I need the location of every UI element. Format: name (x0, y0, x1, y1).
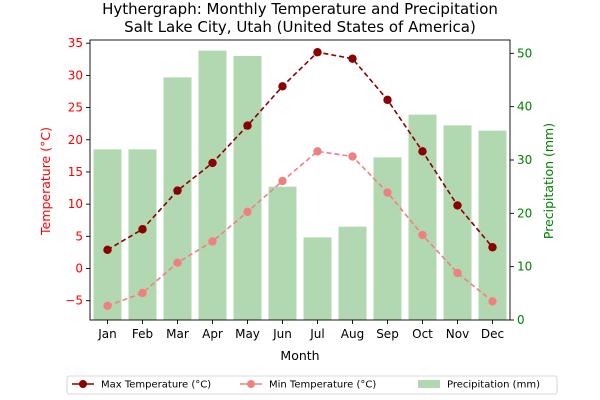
min-temperature-point (103, 301, 112, 311)
right-y-axis-label: Precipitation (mm) (541, 123, 556, 239)
left-y-tick-label: −5 (65, 294, 83, 308)
x-tick-label: Oct (412, 327, 433, 341)
precipitation-bar (408, 114, 437, 320)
chart-title-line1: Hythergraph: Monthly Temperature and Pre… (102, 0, 498, 18)
precipitation-bar (373, 157, 402, 320)
legend-bar-swatch (418, 380, 440, 388)
legend-entry-label: Max Temperature (°C) (101, 380, 211, 391)
x-tick-label: Dec (481, 327, 504, 341)
x-tick-label: Apr (202, 327, 223, 341)
chart-title-line2: Salt Lake City, Utah (United States of A… (124, 18, 476, 36)
axes: −5 0 5 10 15 20 25 30 35 0 10 20 30 40 50 Jan Feb Mar Apr M… (65, 36, 532, 341)
max-temperature-point (418, 147, 427, 156)
max-temperature-point (243, 121, 252, 130)
left-y-tick-label: 15 (68, 165, 83, 179)
max-temperature-point (383, 95, 392, 105)
max-temperature-point (103, 245, 112, 255)
left-y-tick-label: 35 (68, 36, 83, 50)
left-y-tick-label: 5 (75, 229, 83, 243)
right-y-tick-label: 20 (517, 206, 532, 220)
precipitation-bar (93, 149, 122, 320)
left-y-tick-label: 10 (68, 197, 83, 211)
min-temperature-point (138, 288, 147, 298)
temperature-lines (103, 48, 497, 311)
min-temperature-line (107, 150, 494, 307)
x-tick-label: Nov (446, 327, 469, 341)
legend-entry-label: Precipitation (mm) (447, 380, 540, 391)
left-y-tick-label: 25 (68, 101, 83, 115)
legend-marker-swatch (247, 380, 255, 388)
right-y-tick-label: 30 (517, 153, 532, 167)
precipitation-bar (303, 237, 332, 320)
max-temperature-point (488, 243, 497, 252)
right-y-tick-label: 50 (517, 46, 532, 60)
precipitation-bar (268, 186, 297, 320)
min-temperature-point (313, 147, 322, 156)
precipitation-bar (338, 226, 367, 320)
x-tick-label: Jul (309, 327, 324, 341)
max-temperature-point (453, 201, 462, 210)
max-temperature-point (138, 225, 147, 234)
min-temperature-point (208, 237, 217, 246)
legend: Max Temperature (°C) Min Temperature (°C)… (66, 375, 558, 395)
min-temperature-point (348, 152, 357, 161)
x-tick-label: Feb (132, 327, 153, 341)
x-axis-label: Month (280, 348, 319, 363)
left-y-tick-label: 0 (75, 262, 83, 276)
x-tick-label: Sep (376, 327, 399, 341)
max-temperature-point (173, 186, 182, 195)
max-temperature-point (208, 158, 217, 168)
min-temperature-point (383, 188, 392, 197)
left-y-axis-label: Temperature (°C) (38, 127, 53, 236)
legend-marker-swatch (79, 380, 87, 388)
x-tick-label: May (235, 327, 260, 341)
plot-frame (89, 39, 511, 321)
max-temperature-point (313, 48, 322, 57)
min-temperature-point (278, 176, 287, 186)
min-temperature-point (173, 258, 182, 267)
max-temperature-point (348, 54, 357, 63)
min-temperature-point (243, 207, 252, 217)
precipitation-bar (163, 77, 192, 320)
precipitation-bars (93, 50, 507, 321)
precipitation-bar (443, 125, 472, 320)
x-tick-label: Jan (97, 327, 117, 341)
x-tick-label: Aug (341, 327, 364, 341)
precipitation-bar (198, 50, 227, 321)
x-tick-label: Mar (166, 327, 189, 341)
right-y-tick-label: 10 (517, 260, 532, 274)
x-tick-label: Jun (272, 327, 292, 341)
min-temperature-point (488, 297, 497, 306)
left-y-tick-label: 30 (68, 68, 83, 82)
left-y-tick-label: 20 (68, 133, 83, 147)
legend-entry-label: Min Temperature (°C) (269, 380, 376, 391)
precipitation-bar (233, 56, 262, 320)
min-temperature-point (453, 268, 462, 278)
precipitation-bar (478, 130, 507, 320)
right-y-tick-label: 40 (517, 100, 532, 114)
max-temperature-point (278, 82, 287, 91)
max-temperature-line (107, 51, 494, 251)
right-y-tick-label: 0 (517, 313, 525, 327)
min-temperature-point (418, 230, 427, 240)
